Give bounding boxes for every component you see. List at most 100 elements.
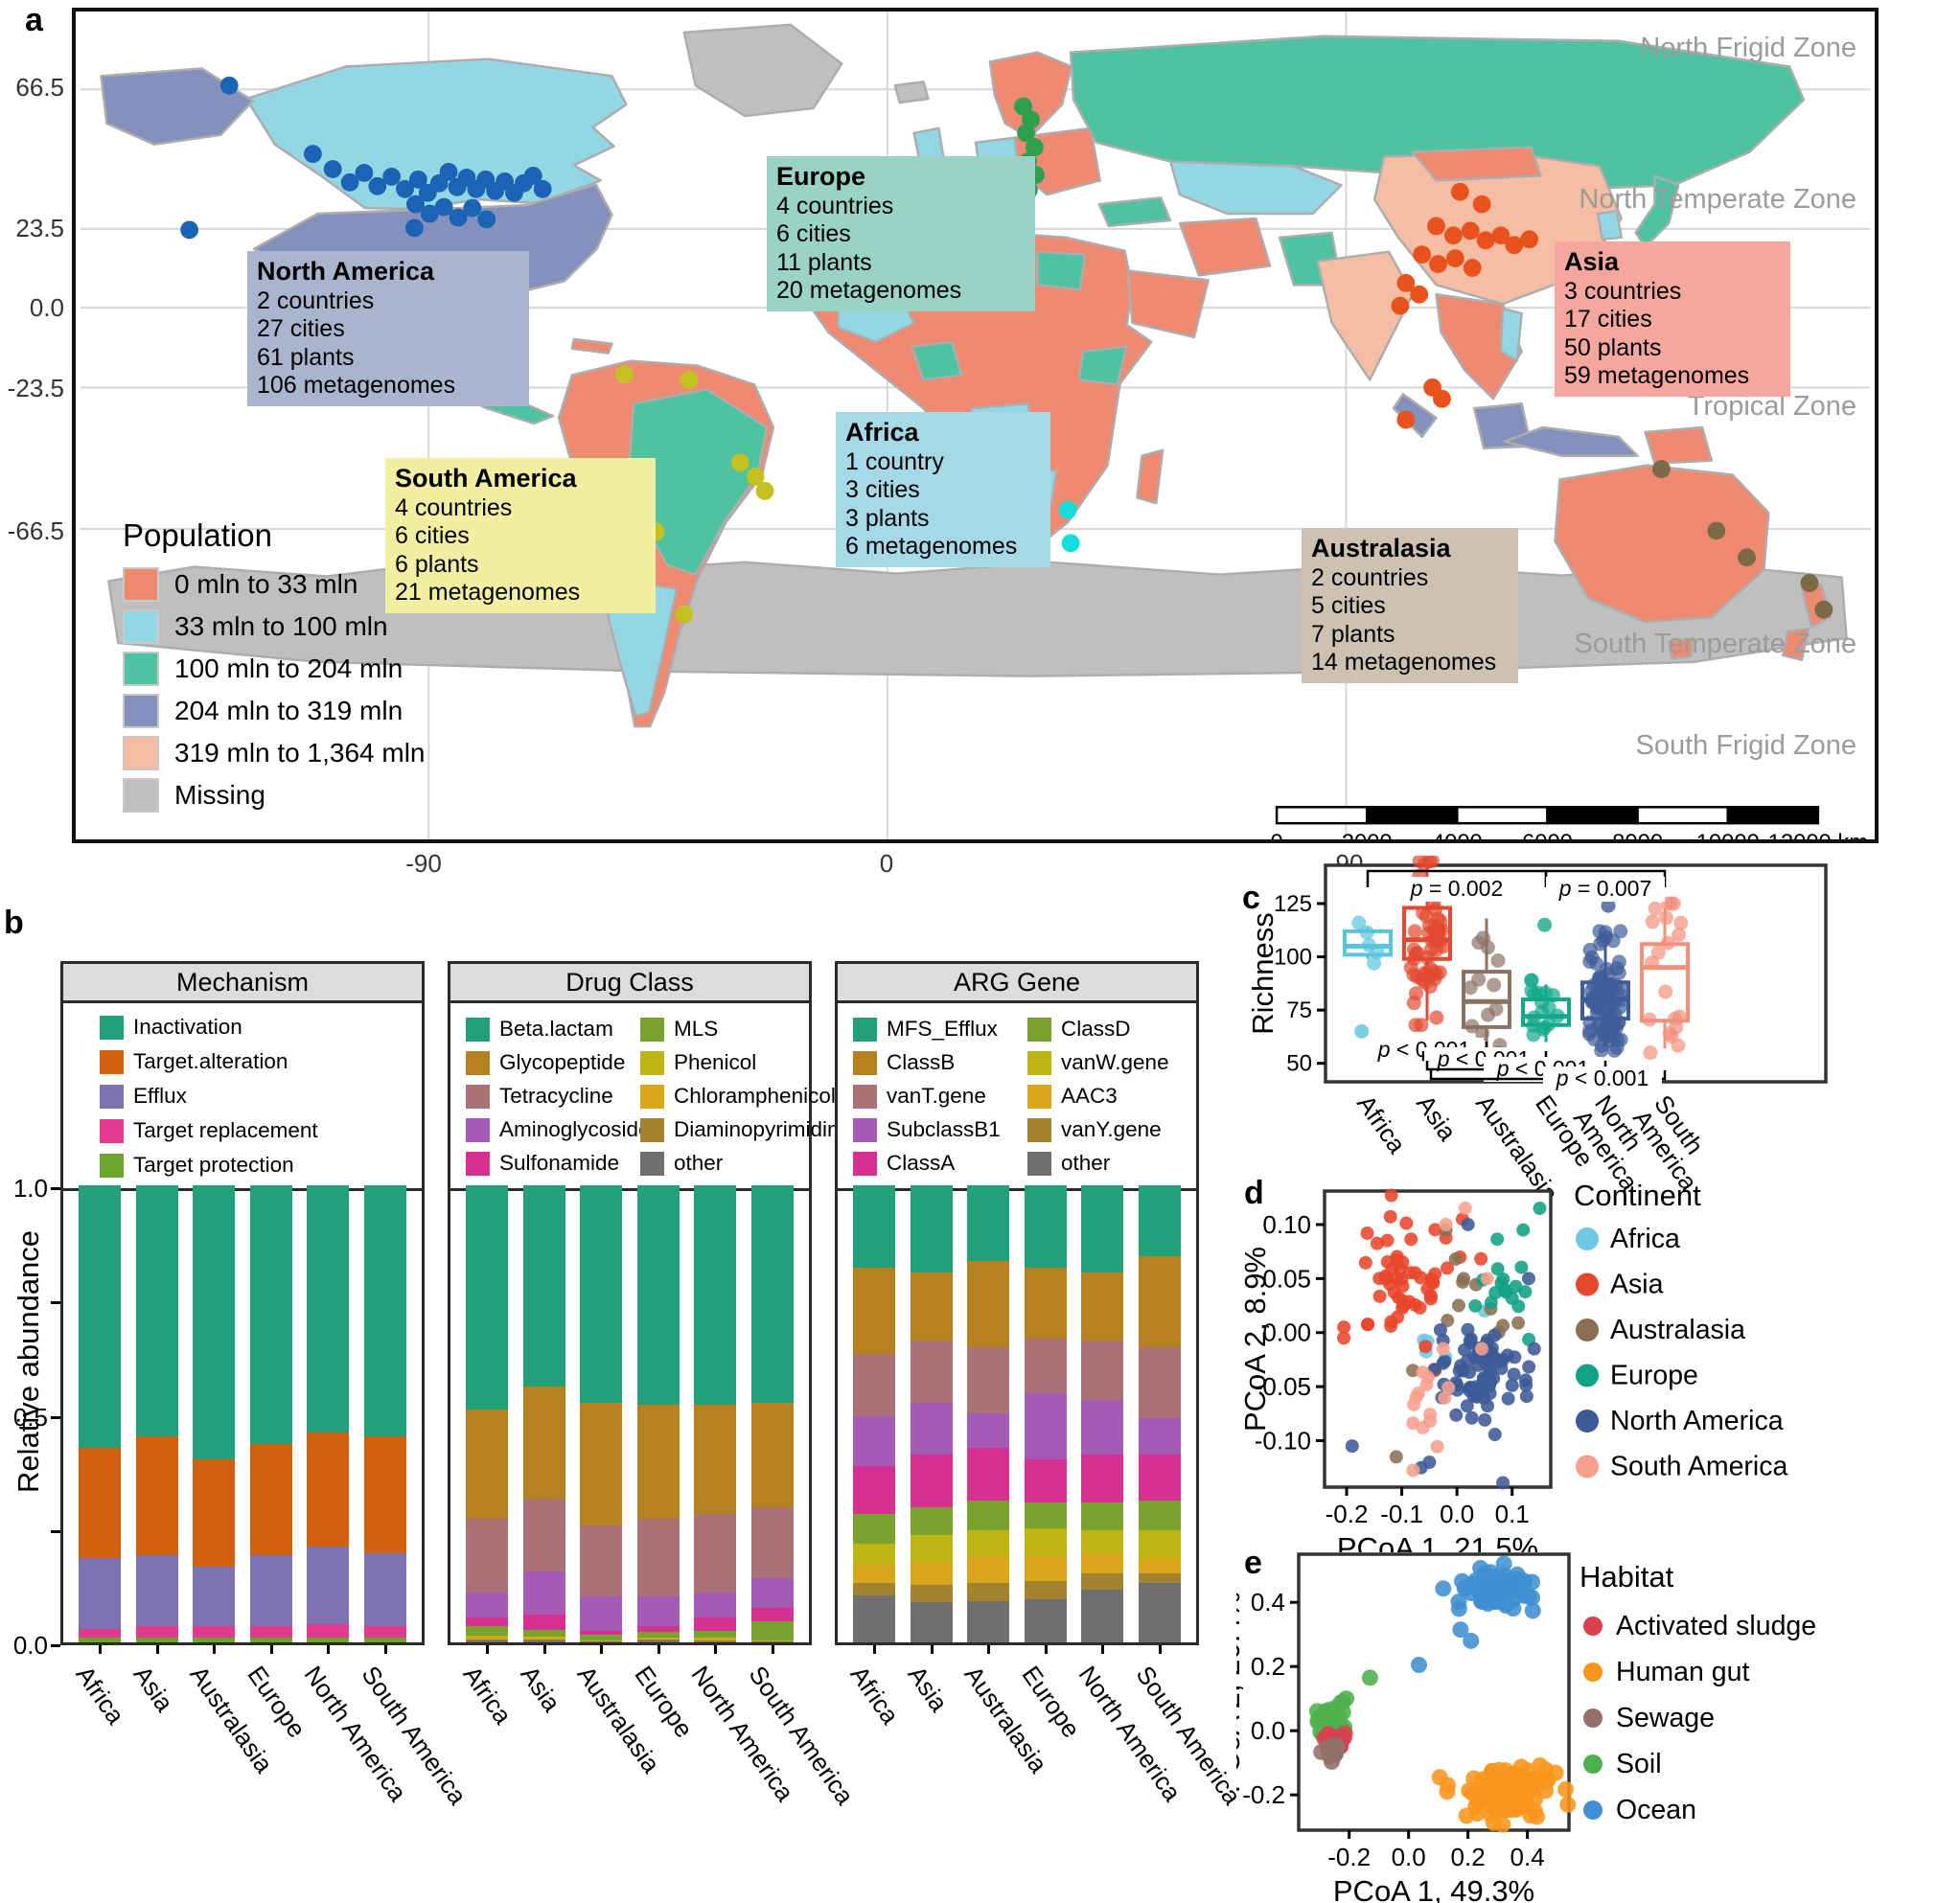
- tspan: p: [1410, 876, 1429, 901]
- bar-segment-vanw-gene: [1081, 1530, 1124, 1553]
- bar-segment-beta-lactam: [466, 1185, 508, 1410]
- c-jitter-point: [1535, 1021, 1551, 1037]
- c-jitter-point: [1671, 1038, 1686, 1053]
- c-jitter-point: [1429, 1010, 1444, 1025]
- point-north-america: [1461, 1322, 1475, 1337]
- sample-dot-asia: [1520, 230, 1539, 249]
- bar-segment-tetracycline: [466, 1519, 508, 1593]
- legend-item-other: other: [1027, 1151, 1110, 1176]
- bar-segment-vant-gene: [1139, 1347, 1181, 1419]
- bar-segment-vany-gene: [967, 1582, 1010, 1602]
- bar-segment-efflux: [135, 1555, 178, 1627]
- point-europe: [1490, 1262, 1505, 1276]
- legend-label: Glycopeptide: [499, 1050, 626, 1074]
- b-panel-header: ARG Gene: [838, 964, 1196, 1003]
- bar-segment-glycopeptide: [751, 1402, 794, 1508]
- c-y-axis-title: Richness: [1246, 912, 1280, 1035]
- b-panel-arg_gene: ARG Gene MFS_Efflux ClassB vanT.gene Subclas…: [835, 961, 1199, 1645]
- point-south-america: [1423, 1414, 1438, 1429]
- tspan: p: [1377, 1037, 1396, 1062]
- bar-segment-vany-gene: [910, 1585, 953, 1602]
- bar-segment-aac3: [967, 1555, 1010, 1583]
- country-tasmania: [1668, 636, 1695, 659]
- b-panel-plot: [838, 1185, 1196, 1642]
- sample-dot-north-america: [449, 208, 468, 227]
- b-panel-legend: Beta.lactam Glycopeptide Tetracycline Amino…: [450, 1003, 851, 1188]
- point-human-gut: [1532, 1757, 1549, 1775]
- bar-segment-subclassb1: [1139, 1418, 1181, 1456]
- b-x-tick-mark: [1044, 1645, 1048, 1654]
- c-jitter-point: [1613, 924, 1628, 939]
- point-australasia: [1406, 1364, 1420, 1378]
- country-greenland: [682, 23, 843, 118]
- c-jitter-point: [1427, 919, 1442, 934]
- sample-dot-north-america: [355, 164, 374, 182]
- x-tick-label: -0.2: [1327, 1843, 1371, 1871]
- point-human-gut: [1525, 1774, 1542, 1791]
- point-north-america: [1507, 1367, 1521, 1382]
- bar-segment-vany-gene: [853, 1582, 895, 1596]
- bar-segment-aminoglycoside: [580, 1596, 623, 1632]
- c-x-category-label: Asia: [1411, 1089, 1463, 1146]
- sample-dot-north-america: [463, 198, 482, 218]
- sample-dot-south-america: [675, 605, 694, 624]
- panel-e-label: e: [1244, 1545, 1262, 1581]
- legend-item-inactivation: Inactivation: [100, 1015, 242, 1040]
- c-jitter-point: [1488, 1001, 1504, 1017]
- scale-bar-tick: 0: [1270, 830, 1282, 839]
- y-tick-label: 0.10: [1262, 1210, 1311, 1239]
- c-pval-label-bg: [1397, 877, 1516, 902]
- legend-label: Target replacement: [133, 1118, 318, 1142]
- country-indonesia: [1503, 425, 1639, 457]
- point-human-gut: [1547, 1764, 1564, 1781]
- country-papua-new-guinea: [1644, 425, 1714, 465]
- bar-segment-vanw-gene: [1024, 1527, 1067, 1556]
- legend-swatch: [466, 1084, 490, 1109]
- bar-segment-inactivation: [79, 1185, 121, 1449]
- bar-segment-beta-lactam: [522, 1185, 565, 1387]
- bar-segment-aac3: [853, 1564, 895, 1583]
- legend-label: Target protection: [133, 1153, 294, 1177]
- point-north-america: [1460, 1399, 1474, 1413]
- point-human-gut: [1557, 1780, 1575, 1798]
- point-ocean: [1495, 1555, 1512, 1572]
- x-tick-label: 0.0: [1392, 1843, 1426, 1871]
- c-jitter-point: [1610, 1016, 1626, 1031]
- sample-dot-north-america: [368, 176, 387, 195]
- legend-label: vanY.gene: [1061, 1117, 1162, 1141]
- point-north-america: [1519, 1389, 1533, 1404]
- c-outlier-point: [1354, 1023, 1370, 1039]
- y-tick-label: 0.4: [1251, 1588, 1285, 1616]
- bar-segment-efflux: [193, 1567, 236, 1627]
- country-russia: [1069, 34, 1806, 192]
- scale-bar-segment: [1275, 806, 1369, 825]
- point-europe: [1533, 1202, 1547, 1216]
- c-jitter-point: [1582, 1015, 1598, 1030]
- c-jitter-point: [1591, 982, 1606, 997]
- legend-swatch: [853, 1117, 877, 1142]
- legend-item-vant-gene: vanT.gene: [853, 1084, 986, 1109]
- c-jitter-point: [1417, 857, 1432, 872]
- panel-c-label: c: [1242, 880, 1260, 916]
- c-jitter-point: [1645, 914, 1660, 929]
- annotation-europe: Europe 4 countries 6 cities 11 plants 20…: [767, 156, 1035, 311]
- bar-segment-target-replacement: [249, 1626, 292, 1639]
- scale-bar-segment: [1546, 806, 1639, 825]
- legend-item-vanw-gene: vanW.gene: [1027, 1050, 1169, 1075]
- country-vietnam: [1499, 307, 1523, 362]
- c-jitter-point: [1673, 915, 1689, 930]
- point-europe: [1514, 1260, 1529, 1274]
- b-y-tick-label: 1.0: [12, 1174, 48, 1203]
- point-asia: [1337, 1320, 1351, 1335]
- b-panel-legend: MFS_Efflux ClassB vanT.gene SubclassB1 Class…: [838, 1003, 1196, 1188]
- bar-segment-vant-gene: [1081, 1341, 1124, 1401]
- country-egypt: [1036, 250, 1087, 291]
- lat-tick: -23.5: [7, 374, 64, 402]
- point-australasia: [1389, 1450, 1403, 1464]
- b-x-tick-mark: [987, 1645, 991, 1654]
- lat-tick: 0.0: [29, 293, 64, 322]
- c-y-tick-label: 100: [1274, 945, 1312, 971]
- bar-segment-phenicol: [636, 1637, 680, 1639]
- c-jitter-point: [1589, 1004, 1604, 1020]
- bar-asia: [522, 1185, 565, 1642]
